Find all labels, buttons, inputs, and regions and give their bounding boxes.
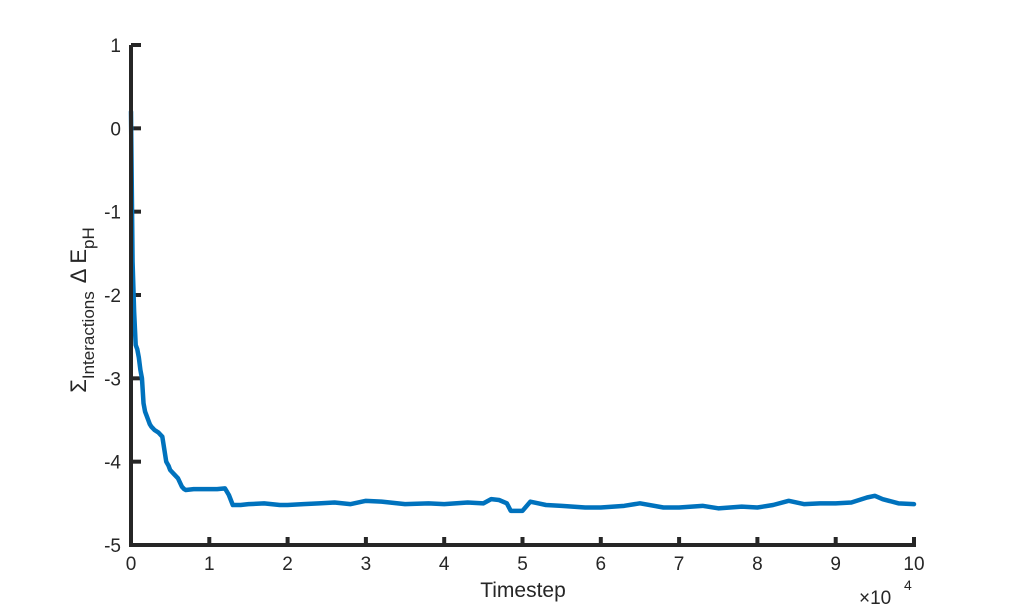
y-axis-label-text: ΣInteractions Δ EpH <box>66 227 98 393</box>
x-tick-label-9: 9 <box>830 554 841 575</box>
x-axis-label: Timestep <box>480 579 566 602</box>
x-tick-label-1: 1 <box>204 554 215 575</box>
x-tick-label-0: 0 <box>126 554 137 575</box>
y-tick-label--1: -1 <box>104 203 121 224</box>
x-tick-label-7: 7 <box>674 554 685 575</box>
y-label-delta-sub: pH <box>79 227 98 249</box>
x-axis-multiplier: ×10 4 <box>859 577 912 609</box>
x-tick-label-2: 2 <box>282 554 293 575</box>
x-tick-label-6: 6 <box>596 554 607 575</box>
y-tick-label-1: 1 <box>110 36 121 57</box>
y-axis-label: ΣInteractions Δ EpH <box>66 227 98 393</box>
x-tick-label-8: 8 <box>752 554 763 575</box>
y-tick-label--4: -4 <box>104 453 121 474</box>
ticks-layer <box>129 43 916 547</box>
x-multiplier-base: ×10 <box>859 588 891 609</box>
y-tick-labels: 1 0 -1 -2 -3 -4 -5 <box>104 36 121 557</box>
x-tick-labels: 0 1 2 3 4 5 6 7 8 9 10 <box>126 554 925 575</box>
y-tick-label--5: -5 <box>104 536 121 557</box>
y-tick-label--3: -3 <box>104 369 121 390</box>
x-tick-label-10: 10 <box>903 554 924 575</box>
series-line <box>128 109 917 514</box>
y-tick-label-0: 0 <box>110 119 121 140</box>
x-multiplier-exponent: 4 <box>904 577 912 593</box>
x-tick-label-4: 4 <box>439 554 450 575</box>
y-tick-label--2: -2 <box>104 286 121 307</box>
x-tick-label-3: 3 <box>361 554 372 575</box>
y-label-sigma: Σ <box>66 379 91 393</box>
y-label-sigma-sub: Interactions <box>79 291 98 379</box>
y-label-delta: Δ E <box>66 249 91 283</box>
x-tick-label-5: 5 <box>517 554 528 575</box>
